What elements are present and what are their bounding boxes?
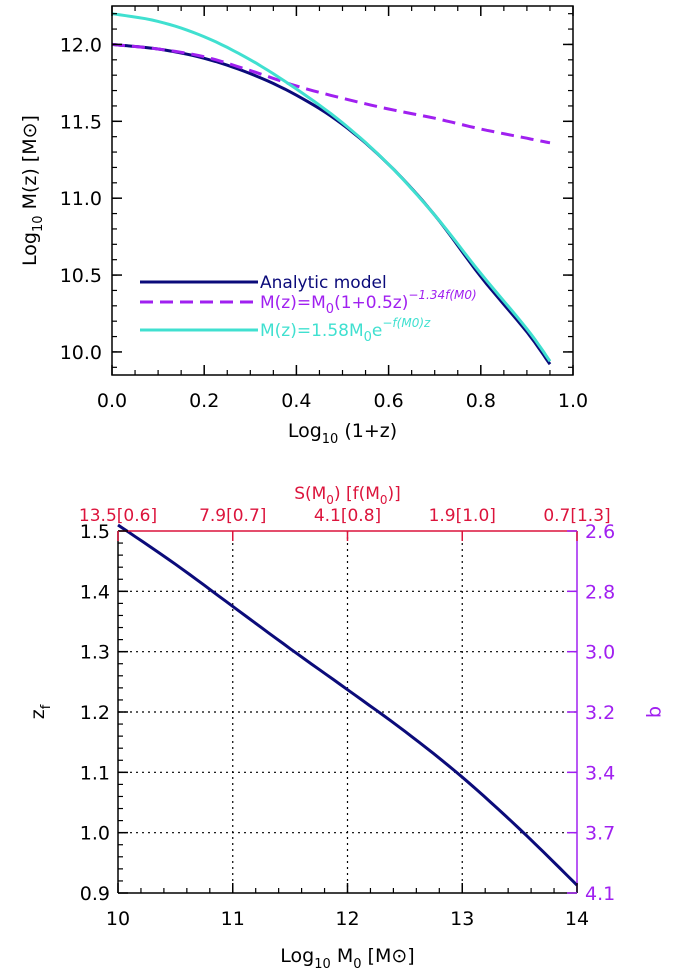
top-tick-label: 4.1[0.8] bbox=[314, 506, 381, 526]
y-tick-label: 1.2 bbox=[80, 702, 110, 724]
x-tick-label: 11 bbox=[221, 908, 245, 930]
y-tick-label: 1.3 bbox=[80, 642, 110, 664]
x-tick-label: 0.4 bbox=[281, 390, 311, 412]
top-axis-label: S(M0) [f(M0)] bbox=[294, 484, 401, 507]
x-tick-label: 0.8 bbox=[466, 390, 496, 412]
right-tick-label: 3.0 bbox=[585, 642, 615, 664]
y-tick-label: 1.0 bbox=[80, 823, 110, 845]
right-tick-label: 3.7 bbox=[585, 823, 615, 845]
top-tick-label: 7.9[0.7] bbox=[199, 506, 266, 526]
top-tick-label: 0.7[1.3] bbox=[543, 506, 610, 526]
y-tick-label: 0.9 bbox=[80, 883, 110, 905]
y-tick-label: 11.0 bbox=[60, 188, 102, 210]
x-tick-label: 1.0 bbox=[558, 390, 588, 412]
zf-curve bbox=[117, 523, 579, 887]
y-tick-label: 12.0 bbox=[60, 34, 102, 56]
x-tick-label: 14 bbox=[565, 908, 589, 930]
top-tick-label: 1.9[1.0] bbox=[429, 506, 496, 526]
right-tick-label: 3.4 bbox=[585, 762, 615, 784]
right-tick-label: 4.1 bbox=[585, 883, 615, 905]
y-tick-label: 10.5 bbox=[60, 265, 102, 287]
y-tick-label: 1.1 bbox=[80, 762, 110, 784]
right-tick-label: 2.8 bbox=[585, 581, 615, 603]
y-tick-label: 1.5 bbox=[80, 521, 110, 543]
right-axis-label: q bbox=[645, 706, 667, 718]
y-tick-label: 1.4 bbox=[80, 581, 110, 603]
legend-label-1: Analytic model bbox=[260, 273, 387, 293]
series-line-3 bbox=[111, 12, 552, 363]
y-tick-label: 10.0 bbox=[60, 342, 102, 364]
top-panel: 0.0 0.2 0.4 0.6 0.8 1.010.010.511.011.512.0Lo… bbox=[19, 5, 588, 447]
x-tick-label: 0.0 bbox=[97, 390, 127, 412]
x-tick-label: 12 bbox=[335, 908, 359, 930]
y-tick-label: 11.5 bbox=[60, 111, 102, 133]
x-tick-label: 0.2 bbox=[189, 390, 219, 412]
top-tick-label: 13.5[0.6] bbox=[79, 506, 157, 526]
right-tick-label: 2.6 bbox=[585, 521, 615, 543]
x-tick-label: 10 bbox=[106, 908, 130, 930]
right-tick-label: 3.2 bbox=[585, 702, 615, 724]
x-tick-label: 13 bbox=[450, 908, 474, 930]
x-tick-label: 0.6 bbox=[373, 390, 403, 412]
